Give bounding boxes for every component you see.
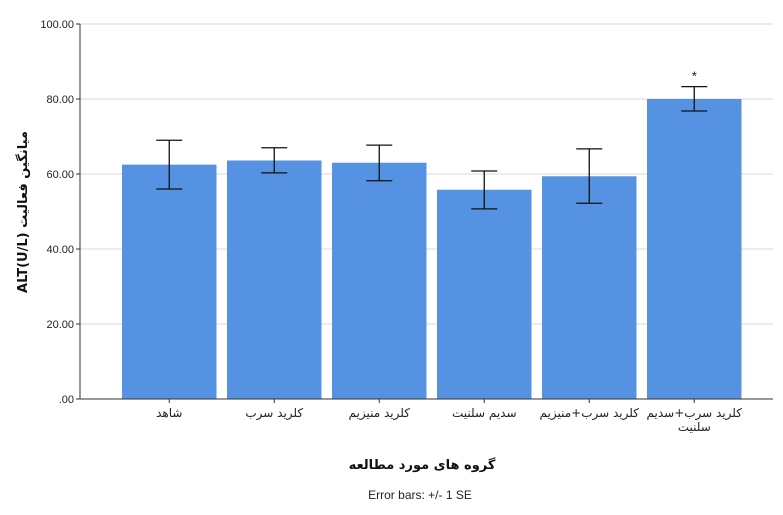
x-axis-title: گروه های مورد مطالعه: [349, 457, 496, 473]
y-tick-label: 100.00: [40, 19, 74, 31]
bar: [227, 160, 322, 399]
y-tick-label: 20.00: [46, 319, 74, 331]
y-tick-labels: .00 20.00 40.00 60.00 80.00 100.00: [40, 19, 74, 406]
y-tick-label: 80.00: [46, 94, 74, 106]
x-tick-label: کلرید سرب+سدیم سلنیت: [647, 406, 743, 434]
x-tick-label: شاهد: [156, 406, 182, 420]
x-tick-label-line: کلرید سرب+منیزیم: [540, 406, 640, 421]
x-tick-label-line: سلنیت: [678, 420, 711, 434]
x-tick-label-line: کلرید سرب+سدیم: [647, 406, 743, 421]
x-tick-label: کلرید منیزیم: [349, 406, 411, 421]
bar: [437, 189, 532, 399]
error-bars-group: *: [156, 69, 708, 210]
significance-mark: *: [692, 69, 697, 84]
bar: [332, 162, 427, 399]
y-axis-title: میانگین فعالیت ALT(U/L): [15, 131, 31, 293]
x-tick-labels: شاهد کلرید سرب کلرید منیزیم سدیم سلنیت کلرید…: [156, 406, 742, 434]
y-tick-label: 60.00: [46, 169, 74, 181]
x-tick-label-line: کلرید منیزیم: [349, 406, 411, 421]
bar: [542, 176, 637, 399]
x-tick-label-line: شاهد: [156, 406, 182, 420]
x-tick-label: سدیم سلنیت: [452, 406, 517, 420]
x-tick-label-line: کلرید سرب: [245, 406, 303, 421]
footnote-error-bars: Error bars: +/- 1 SE: [368, 488, 472, 502]
bar: [647, 99, 742, 399]
axes: [76, 23, 773, 403]
x-tick-label-line: سدیم سلنیت: [452, 406, 517, 420]
x-tick-label: کلرید سرب: [245, 406, 303, 421]
x-tick-label: کلرید سرب+منیزیم: [540, 406, 640, 421]
bar: [122, 164, 217, 399]
y-tick-label: 40.00: [46, 244, 74, 256]
y-tick-label: .00: [59, 394, 74, 406]
bars-group: [122, 99, 742, 399]
